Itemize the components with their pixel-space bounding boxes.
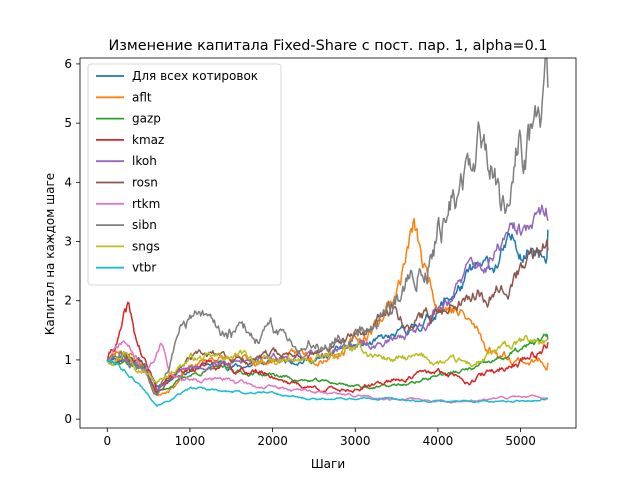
plot-frame [79,57,577,429]
plot-lines [106,58,549,407]
chart-title: Изменение капитала Fixed-Share с пост. п… [108,38,547,54]
legend: Для всех котировок aflt gazp kmaz lkoh rosn rt… [87,63,282,286]
x-tick-label: 5000 [505,434,536,448]
y-tick-label: 5 [64,116,72,130]
legend-entry-label: sibn [132,218,157,232]
y-tick-label: 1 [64,353,72,367]
y-tick-label: 3 [64,235,72,249]
y-tick-label: 0 [64,412,72,426]
legend-entry-label: kmaz [132,133,164,147]
x-tick-label: 1000 [175,434,206,448]
x-axis-label: Шаги [311,457,345,471]
x-tick-label: 3000 [340,434,371,448]
legend-entry-label: sngs [132,239,160,253]
y-axis-label: Капитал на каждом шаге [43,173,57,335]
axes: 0 1000 2000 3000 4000 5000 0 1 2 3 4 5 6 [64,57,577,448]
series-line-sngs [106,334,549,384]
x-tick-label: 0 [103,434,111,448]
y-tick-label: 2 [64,294,72,308]
x-tick-label: 2000 [257,434,288,448]
series-line-rtkm [106,340,549,404]
y-tick-label: 4 [64,175,72,189]
y-tick-label: 6 [64,57,72,71]
series-line-vtbr [106,359,549,407]
legend-box [87,63,282,286]
series-line-gazp [106,333,549,393]
legend-entry-label: gazp [132,112,161,126]
x-tick-label: 4000 [423,434,454,448]
legend-entry-label: rtkm [132,197,160,211]
legend-entry-label: vtbr [132,261,156,275]
legend-entry-label: lkoh [132,154,157,168]
legend-entry-label: aflt [132,90,152,104]
legend-entry-label: Для всех котировок [132,69,258,83]
legend-entry-label: rosn [132,176,158,190]
series-line-sibn [106,58,549,396]
